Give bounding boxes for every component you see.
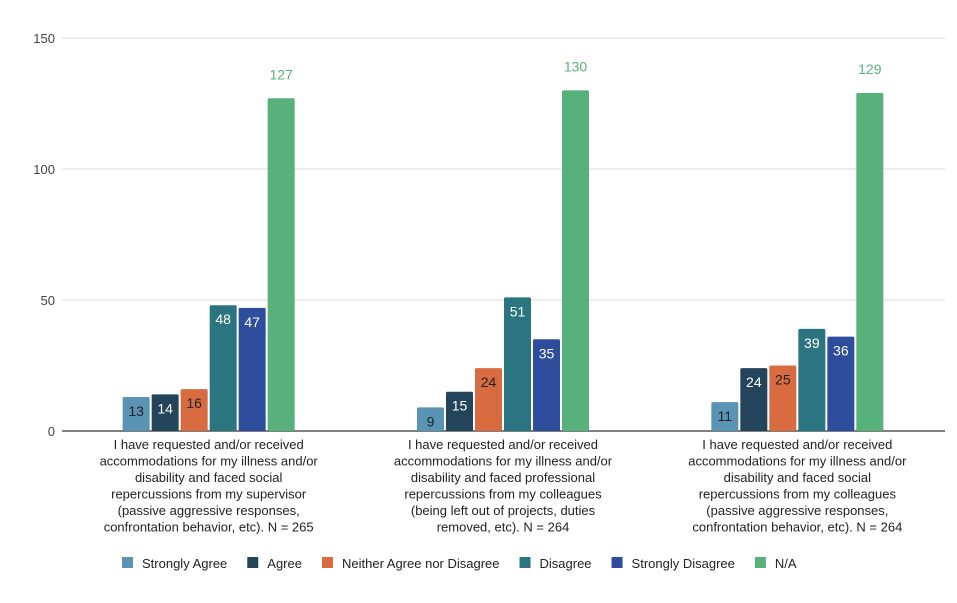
bar	[711, 402, 739, 431]
data-label: 36	[833, 343, 849, 359]
x-category-label: accommodations for my illness and/or	[394, 454, 613, 469]
x-category-label: accommodations for my illness and/or	[100, 454, 319, 469]
data-label: 51	[510, 303, 526, 319]
bar	[533, 339, 560, 431]
bar	[798, 328, 826, 431]
data-label: 16	[186, 395, 202, 411]
data-label: 47	[244, 314, 260, 330]
x-category-label: I have requested and/or received	[702, 437, 892, 452]
data-label: 15	[452, 398, 468, 414]
data-label: 11	[718, 408, 733, 424]
bar	[238, 307, 266, 431]
legend-label: Strongly Agree	[142, 556, 227, 571]
bar	[475, 368, 502, 431]
data-label: 24	[746, 374, 762, 390]
x-category-label: removed, etc). N = 264	[437, 520, 570, 535]
x-category-label: repercussions from my colleagues	[404, 487, 602, 502]
x-category-label: accommodations for my illness and/or	[688, 454, 907, 469]
x-category-label: (passive aggressive responses,	[118, 503, 300, 518]
legend-swatch	[519, 557, 531, 568]
bar	[740, 368, 768, 431]
x-category-label: (being left out of projects, duties	[411, 503, 596, 518]
y-tick-label: 100	[33, 162, 55, 177]
bar	[417, 407, 444, 431]
data-label: 24	[481, 374, 497, 390]
data-label: 25	[775, 372, 791, 388]
legend-label: Agree	[267, 556, 302, 571]
legend-label: Disagree	[540, 556, 592, 571]
data-label: 13	[128, 403, 144, 419]
x-category-label: disability and faced social	[135, 470, 283, 485]
data-label: 9	[427, 413, 435, 429]
y-tick-label: 150	[33, 31, 55, 46]
data-label: 39	[804, 335, 820, 351]
data-label: 129	[858, 61, 882, 77]
data-label: 130	[564, 58, 588, 74]
bar	[827, 336, 855, 431]
bar	[151, 394, 179, 431]
bar	[856, 93, 884, 432]
bar	[446, 391, 473, 431]
legend-swatch	[754, 557, 766, 568]
bar	[209, 305, 237, 431]
bar	[562, 90, 589, 432]
legend-label: N/A	[775, 556, 797, 571]
x-category-label: (passive aggressive responses,	[706, 503, 888, 518]
y-tick-label: 50	[41, 293, 55, 308]
y-tick-label: 0	[48, 424, 55, 439]
x-category-label: repercussions from my supervisor	[111, 487, 307, 502]
data-label: 127	[269, 66, 293, 82]
bar	[267, 98, 295, 431]
data-label: 14	[157, 400, 173, 416]
bar	[504, 297, 531, 431]
legend-label: Strongly Disagree	[632, 556, 735, 571]
bar	[180, 389, 208, 431]
legend-label: Neither Agree nor Disagree	[342, 556, 500, 571]
data-label: 48	[215, 311, 231, 327]
x-category-label: I have requested and/or received	[114, 437, 304, 452]
x-category-label: disability and faced professional	[411, 470, 595, 485]
x-category-label: confrontation behavior, etc). N = 265	[104, 520, 314, 535]
data-label: 35	[539, 345, 555, 361]
x-category-label: confrontation behavior, etc). N = 264	[692, 520, 902, 535]
bar	[122, 396, 150, 431]
legend-swatch	[247, 557, 259, 568]
legend-swatch	[611, 557, 623, 568]
x-category-label: repercussions from my colleagues	[699, 487, 897, 502]
x-category-label: I have requested and/or received	[408, 437, 598, 452]
bar	[769, 365, 797, 431]
x-category-label: disability and faced social	[724, 470, 872, 485]
legend-swatch	[321, 557, 333, 568]
legend-swatch	[122, 557, 133, 568]
